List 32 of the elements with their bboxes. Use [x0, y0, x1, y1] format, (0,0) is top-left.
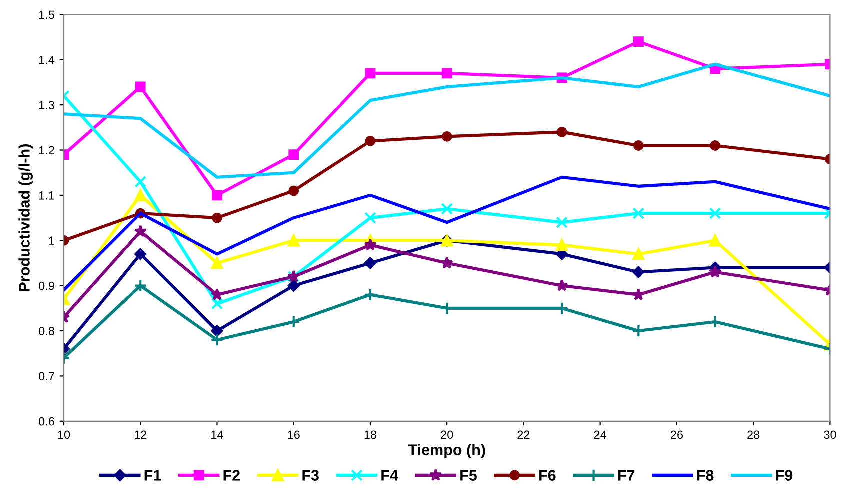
y-tick-label: 1.3 — [39, 101, 54, 110]
legend-label: F2 — [224, 470, 240, 481]
legend-label: F9 — [776, 470, 793, 481]
y-tick-label: 1.4 — [39, 56, 55, 64]
x-tick-label: 22 — [518, 430, 530, 439]
legend-label: F1 — [144, 470, 162, 481]
y-tick-label: 0.6 — [39, 417, 54, 426]
legend-label: F4 — [382, 470, 398, 481]
legend-label: F3 — [302, 470, 319, 481]
legend-label: F7 — [618, 470, 635, 481]
y-tick-label: 0.7 — [39, 372, 54, 381]
y-axis-title: Productividad (g/l-h) — [18, 144, 33, 292]
y-tick-label: 0.8 — [39, 327, 54, 336]
x-tick-label: 10 — [58, 430, 70, 440]
x-tick-label: 20 — [441, 430, 454, 440]
legend-label: F5 — [460, 470, 477, 481]
y-tick-label: 1 — [49, 236, 54, 245]
y-tick-label: 0.9 — [39, 282, 54, 290]
y-tick-label: 1.5 — [39, 10, 54, 20]
y-tick-label: 1.1 — [39, 192, 54, 200]
x-tick-label: 28 — [748, 430, 760, 440]
x-tick-label: 16 — [288, 430, 300, 440]
legend-label: F6 — [540, 470, 556, 481]
x-tick-label: 14 — [212, 430, 224, 439]
x-tick-label: 26 — [670, 430, 684, 440]
x-axis-title: Tiempo (h) — [408, 444, 486, 458]
y-tick-label: 1.2 — [39, 146, 54, 155]
legend-label: F8 — [697, 470, 714, 481]
x-tick-label: 30 — [824, 430, 836, 440]
x-tick-label: 12 — [134, 430, 147, 439]
x-tick-label: 18 — [364, 430, 377, 440]
x-tick-label: 24 — [594, 430, 607, 439]
